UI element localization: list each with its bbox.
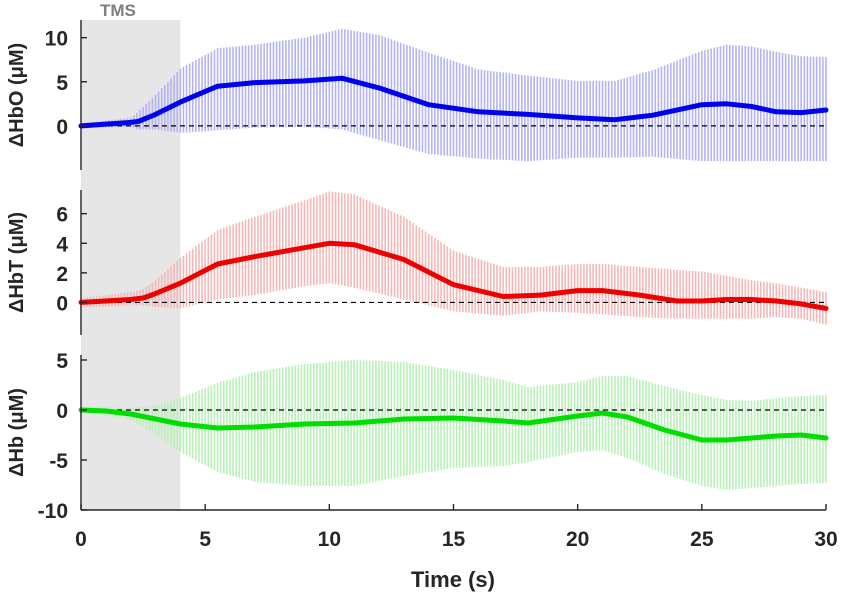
hb-y-tick-label: -5 bbox=[49, 450, 68, 473]
hb-y-tick-label: 5 bbox=[56, 350, 68, 373]
tms-stimulus-shading bbox=[81, 20, 181, 510]
panel-hbt: 0 2 4 6 ΔHbT (μM) bbox=[6, 190, 829, 335]
hbt-y-tick-label: 2 bbox=[56, 263, 68, 286]
x-tick-label: 15 bbox=[442, 528, 466, 551]
hb-mean-line bbox=[78, 407, 829, 443]
hbt-y-tick-label: 4 bbox=[56, 233, 68, 256]
hbo-y-axis-title: ΔHbO (μM) bbox=[6, 43, 28, 147]
panel-hbo: 0 5 10 ΔHbO (μM) bbox=[6, 20, 829, 170]
x-tick-label: 10 bbox=[318, 528, 341, 551]
x-tick-label: 0 bbox=[75, 528, 87, 551]
hbt-y-axis-title: ΔHbT (μM) bbox=[6, 212, 28, 313]
tms-label: TMS bbox=[100, 1, 136, 20]
x-tick-label: 25 bbox=[690, 528, 714, 551]
hbo-y-tick-label: 0 bbox=[56, 116, 68, 139]
hbo-mean-line bbox=[78, 75, 829, 129]
x-tick-label: 30 bbox=[814, 528, 837, 551]
x-axis-title: Time (s) bbox=[411, 567, 495, 592]
hb-y-tick-label: -10 bbox=[38, 500, 68, 523]
hbt-mean-line bbox=[78, 240, 829, 311]
hbo-y-tick-label: 10 bbox=[45, 28, 68, 51]
panel-hb: -10 -5 0 5 ΔHb (μM) bbox=[6, 350, 829, 523]
hbt-y-tick-label: 6 bbox=[56, 204, 68, 227]
x-tick-label: 20 bbox=[566, 528, 589, 551]
hb-y-axis-title: ΔHb (μM) bbox=[6, 388, 28, 477]
hbt-y-tick-label: 0 bbox=[56, 292, 68, 315]
x-axis: 0 5 10 15 20 25 30 bbox=[75, 504, 838, 551]
hbt-error-band bbox=[80, 191, 827, 325]
x-tick-label: 5 bbox=[199, 528, 211, 551]
hbo-y-tick-label: 5 bbox=[56, 72, 68, 95]
hb-y-tick-label: 0 bbox=[56, 400, 68, 423]
